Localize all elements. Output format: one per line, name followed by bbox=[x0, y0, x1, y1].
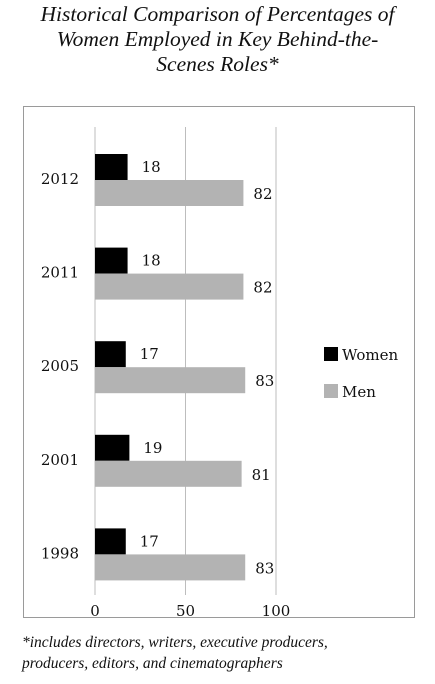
data-label-men-2005: 83 bbox=[255, 372, 274, 390]
y-tick-label-2011: 2011 bbox=[41, 264, 79, 282]
y-tick-label-2012: 2012 bbox=[41, 170, 79, 188]
legend-swatch-men bbox=[324, 384, 338, 398]
title-line-1: Historical Comparison of Percentages of bbox=[40, 2, 395, 26]
footnote-line-1: *includes directors, writers, executive … bbox=[22, 634, 328, 651]
data-label-men-2012: 82 bbox=[253, 185, 272, 203]
bar-women-1998 bbox=[95, 528, 126, 555]
bar-men-2005 bbox=[95, 367, 246, 394]
y-tick-label-2005: 2005 bbox=[41, 357, 79, 375]
data-label-men-1998: 83 bbox=[255, 559, 274, 577]
bar-men-2012 bbox=[95, 180, 244, 206]
title-line-2: Women Employed in Key Behind-the- bbox=[56, 27, 379, 51]
bar-women-2011 bbox=[95, 247, 128, 274]
data-label-men-2011: 82 bbox=[253, 279, 272, 297]
bar-women-2001 bbox=[95, 434, 130, 461]
y-tick-label-1998: 1998 bbox=[41, 544, 79, 562]
bar-women-2005 bbox=[95, 341, 126, 368]
x-tick-label-0: 0 bbox=[90, 602, 100, 619]
data-label-women-2005: 17 bbox=[140, 345, 159, 363]
data-label-women-1998: 17 bbox=[140, 532, 159, 550]
footnote: *includes directors, writers, executive … bbox=[22, 632, 427, 674]
chart-title: Historical Comparison of Percentages of … bbox=[0, 2, 435, 77]
y-tick-label-2001: 2001 bbox=[41, 451, 79, 469]
bar-men-2011 bbox=[95, 273, 244, 300]
bar-men-2001 bbox=[95, 460, 242, 487]
legend-label-men: Men bbox=[342, 383, 376, 401]
x-tick-label-50: 50 bbox=[176, 602, 195, 619]
title-line-3: Scenes Roles* bbox=[156, 52, 279, 76]
data-label-women-2012: 18 bbox=[142, 158, 161, 176]
bar-men-1998 bbox=[95, 554, 246, 581]
legend-swatch-women bbox=[324, 347, 338, 361]
data-label-women-2011: 18 bbox=[142, 252, 161, 270]
chart-frame: 0 50 100 2012 18 82 2011 18 82 2005 17 83 2001 19 81 19… bbox=[23, 106, 415, 619]
bar-chart: 0 50 100 2012 18 82 2011 18 82 2005 17 83 2001 19 81 19… bbox=[41, 127, 399, 619]
data-label-men-2001: 81 bbox=[252, 466, 271, 484]
footnote-line-2: producers, editors, and cinematographers bbox=[22, 655, 283, 672]
legend-label-women: Women bbox=[342, 346, 399, 364]
data-label-women-2001: 19 bbox=[143, 439, 162, 457]
bar-women-2012 bbox=[95, 154, 128, 180]
x-tick-label-100: 100 bbox=[262, 602, 291, 619]
